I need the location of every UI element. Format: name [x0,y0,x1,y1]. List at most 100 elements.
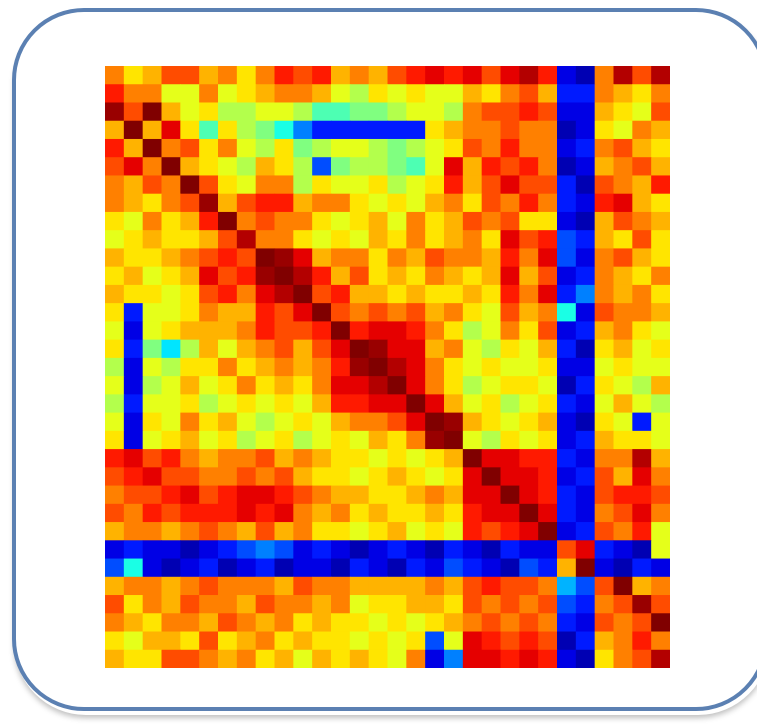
heatmap-cell [218,394,238,414]
heatmap-cell [161,522,181,541]
heatmap-cell [557,631,577,651]
heatmap-cell [218,631,238,651]
heatmap-cell [613,376,633,395]
heatmap-cell [312,193,332,213]
heatmap-cell [594,576,615,596]
heatmap-cell [142,211,163,231]
heatmap-cell [180,157,200,177]
heatmap-cell [632,576,652,596]
heatmap-cell [293,120,313,140]
heatmap-cell [161,321,181,341]
heatmap-cell [349,193,370,213]
heatmap-cell [575,613,596,633]
heatmap-cell [180,540,200,560]
heatmap-cell [481,303,502,322]
heatmap-cell [161,248,181,268]
heatmap-cell [481,230,502,250]
heatmap-cell [425,485,445,505]
heatmap-cell [274,66,294,85]
heatmap-cell [312,266,332,286]
heatmap-cell [368,230,389,250]
heatmap-cell [538,138,558,158]
heatmap-cell [255,193,276,213]
heatmap-cell [312,66,332,85]
heatmap-cell [613,339,633,359]
heatmap-cell [218,540,238,560]
heatmap-cell [123,376,144,395]
heatmap-cell [557,339,577,359]
heatmap-cell [105,138,125,158]
heatmap-cell [105,631,125,651]
heatmap-cell [236,503,257,523]
heatmap-cell [161,284,181,304]
heatmap-cell [274,339,294,359]
heatmap-cell [199,522,219,541]
heatmap-cell [406,230,426,250]
heatmap-cell [575,430,596,450]
heatmap-cell [236,522,257,541]
heatmap-cell [594,321,615,341]
heatmap-cell [105,303,125,322]
heatmap-cell [312,449,332,468]
heatmap-cell [293,558,313,578]
heatmap-cell [632,248,652,268]
heatmap-cell [180,102,200,122]
heatmap-cell [632,467,652,487]
heatmap-cell [331,576,351,596]
heatmap-cell [236,357,257,377]
heatmap-cell [462,266,483,286]
heatmap-cell [105,357,125,377]
heatmap-cell [444,175,464,195]
heatmap-cell [519,66,539,85]
heatmap-cell [331,248,351,268]
heatmap-cell [274,467,294,487]
heatmap-cell [444,430,464,450]
heatmap-cell [274,303,294,322]
heatmap-cell [105,503,125,523]
heatmap-cell [425,376,445,395]
heatmap-cell [331,157,351,177]
heatmap-cell [444,211,464,231]
heatmap-cell [180,211,200,231]
heatmap-cell [293,576,313,596]
heatmap-cell [481,631,502,651]
heatmap-cell [651,266,670,286]
heatmap-cell [368,138,389,158]
heatmap-cell [274,138,294,158]
heatmap-cell [538,266,558,286]
heatmap-cell [387,84,407,104]
heatmap-cell [632,357,652,377]
heatmap-cell [406,430,426,450]
heatmap-cell [255,485,276,505]
heatmap-cell [349,394,370,414]
heatmap-cell [236,84,257,104]
heatmap-cell [613,321,633,341]
heatmap-cell [180,193,200,213]
heatmap-cell [161,120,181,140]
heatmap-cell [255,412,276,432]
heatmap-cell [123,284,144,304]
heatmap-cell [462,595,483,614]
heatmap-cell [368,175,389,195]
heatmap-cell [651,467,670,487]
heatmap-cell [199,449,219,468]
heatmap-cell [368,631,389,651]
heatmap-cell [312,138,332,158]
heatmap-cell [632,412,652,432]
heatmap-cell [575,576,596,596]
heatmap-cell [444,631,464,651]
heatmap-cell [218,321,238,341]
heatmap-cell [274,157,294,177]
heatmap-cell [444,266,464,286]
heatmap-cell [500,503,520,523]
heatmap-cell [180,449,200,468]
heatmap-cell [142,321,163,341]
heatmap-cell [123,303,144,322]
heatmap-cell [161,303,181,322]
heatmap-cell [613,649,633,668]
heatmap-cell [218,649,238,668]
heatmap-cell [123,248,144,268]
heatmap-cell [651,357,670,377]
heatmap-cell [481,558,502,578]
heatmap-cell [331,394,351,414]
